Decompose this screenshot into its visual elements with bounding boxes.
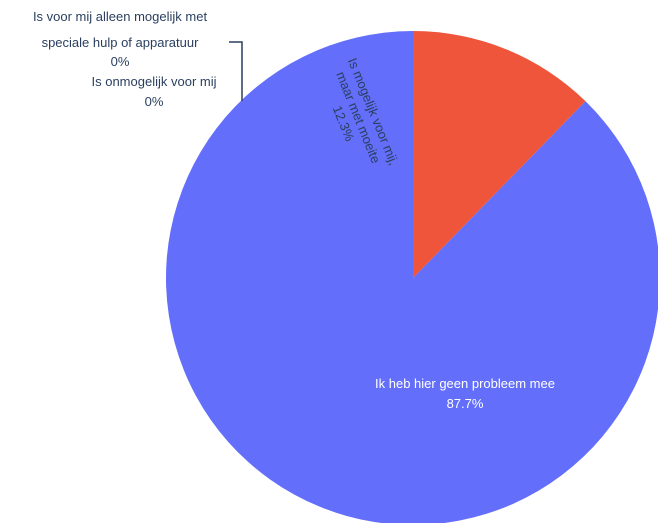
- label-impossible-line1: Is onmogelijk voor mij: [92, 74, 217, 89]
- leader-line: [229, 41, 243, 101]
- label-no-problem: Ik heb hier geen probleem mee 87.7%: [375, 376, 555, 411]
- label-special-help-line1: Is voor mij alleen mogelijk met: [33, 9, 208, 24]
- label-impossible-pct: 0%: [145, 94, 164, 109]
- slice-no-problem: [166, 31, 658, 523]
- label-special-help: Is voor mij alleen mogelijk met speciale…: [33, 9, 208, 69]
- label-impossible: Is onmogelijk voor mij 0%: [92, 74, 217, 109]
- slice-with-difficulty: [413, 30, 586, 278]
- label-no-problem-line1: Ik heb hier geen probleem mee: [375, 376, 555, 391]
- label-no-problem-pct: 87.7%: [447, 396, 484, 411]
- label-special-help-pct: 0%: [111, 54, 130, 69]
- label-special-help-line2: speciale hulp of apparatuur: [42, 35, 200, 50]
- pie-slices: [166, 30, 658, 523]
